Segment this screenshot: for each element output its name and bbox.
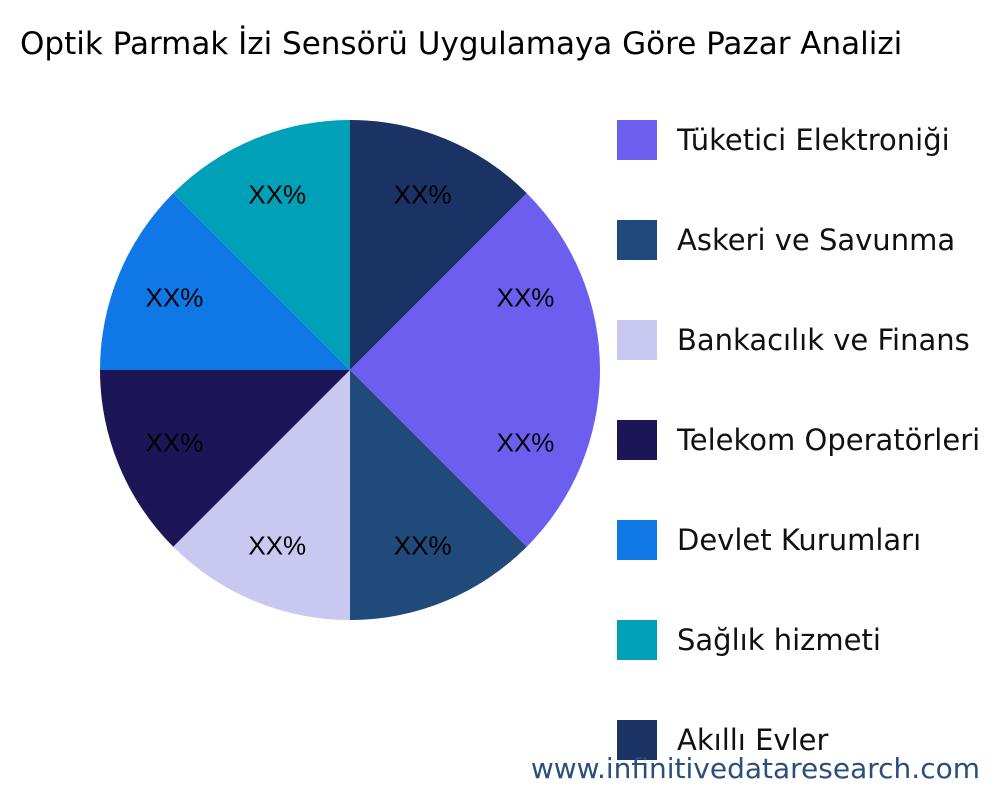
legend-item: Akıllı Evler	[617, 720, 828, 760]
legend-swatch	[617, 720, 657, 760]
pie-slice	[350, 370, 600, 547]
slice-label: XX%	[146, 428, 204, 458]
legend-label: Sağlık hizmeti	[677, 623, 881, 657]
pie-slice	[350, 370, 527, 620]
slice-label: XX%	[497, 428, 555, 458]
chart-title: Optik Parmak İzi Sensörü Uygulamaya Göre…	[20, 26, 903, 62]
legend-item: Devlet Kurumları	[617, 520, 921, 560]
slice-label: XX%	[394, 179, 452, 209]
slice-label: XX%	[248, 531, 306, 561]
legend-swatch	[617, 320, 657, 360]
legend-swatch	[617, 520, 657, 560]
pie-slice	[350, 120, 527, 370]
legend-item: Tüketici Elektroniği	[617, 120, 950, 160]
slice-label: XX%	[248, 179, 306, 209]
legend-label: Akıllı Evler	[677, 723, 829, 757]
legend-item: Bankacılık ve Finans	[617, 320, 970, 360]
pie-slice	[350, 193, 600, 370]
legend-label: Telekom Operatörleri	[677, 423, 981, 457]
legend-label: Bankacılık ve Finans	[677, 323, 970, 357]
pie-slice	[100, 370, 350, 547]
legend-item: Askeri ve Savunma	[617, 220, 955, 260]
legend-item: Sağlık hizmeti	[617, 620, 881, 660]
legend-label: Tüketici Elektroniği	[677, 123, 950, 157]
slice-label: XX%	[497, 282, 555, 312]
legend-swatch	[617, 220, 657, 260]
watermark: www.infinitivedataresearch.com	[530, 752, 980, 785]
legend-swatch	[617, 420, 657, 460]
pie-slice	[173, 120, 350, 370]
legend-label: Devlet Kurumları	[677, 523, 922, 557]
legend-swatch	[617, 120, 657, 160]
legend-item: Telekom Operatörleri	[617, 420, 980, 460]
pie-slice	[100, 193, 350, 370]
slice-label: XX%	[146, 282, 204, 312]
legend-swatch	[617, 620, 657, 660]
slice-label: XX%	[394, 531, 452, 561]
legend-label: Askeri ve Savunma	[677, 223, 956, 257]
pie-slice	[173, 370, 350, 620]
